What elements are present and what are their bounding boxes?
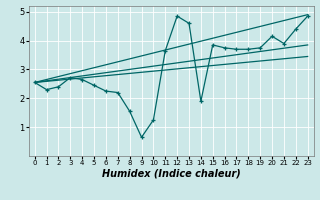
X-axis label: Humidex (Indice chaleur): Humidex (Indice chaleur): [102, 169, 241, 179]
